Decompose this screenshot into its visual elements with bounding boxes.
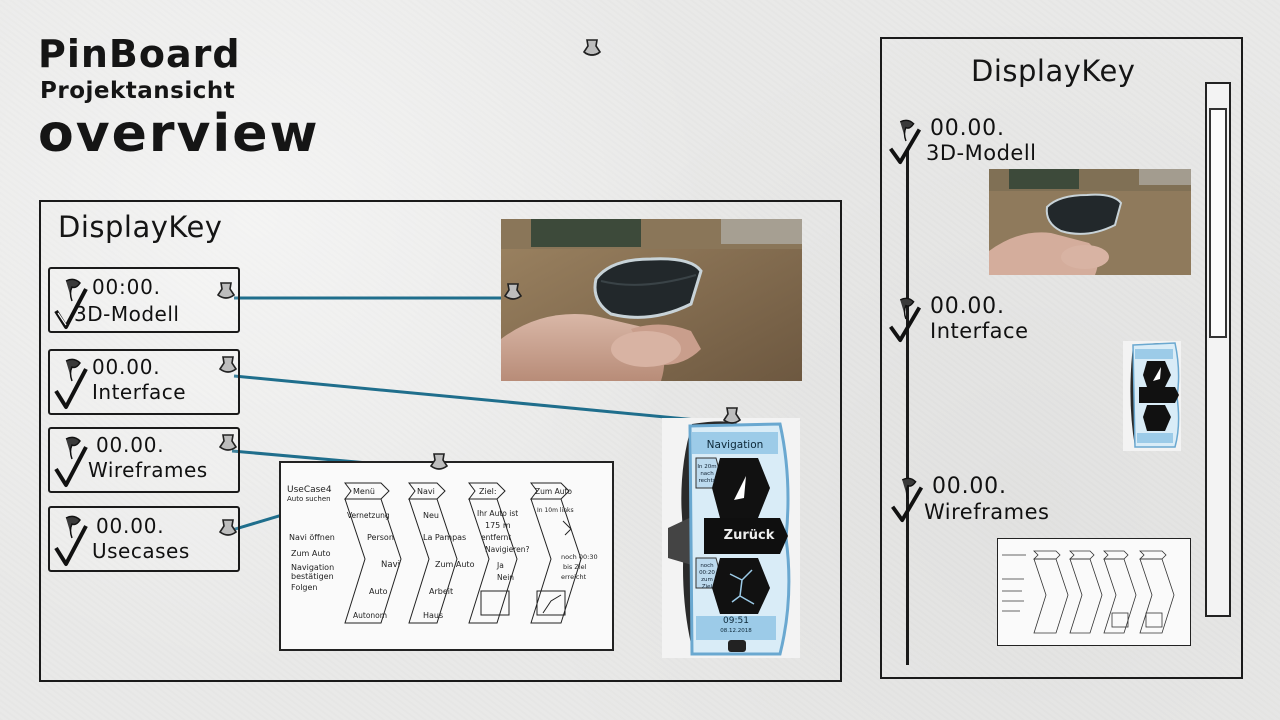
3d-model-photo bbox=[989, 169, 1191, 275]
wireframe-col-title: Ziel: bbox=[479, 487, 497, 496]
checkmark-icon bbox=[54, 358, 88, 409]
card-label: Usecases bbox=[92, 539, 190, 563]
wireframe-col-item: Navigieren? bbox=[485, 545, 530, 554]
wireframe-step: Navi öffnen bbox=[289, 533, 335, 542]
3d-model-photo bbox=[501, 219, 802, 381]
side-entry-date: 00.00. bbox=[930, 116, 1005, 141]
card-label: 3D-Modell bbox=[74, 302, 180, 326]
wireframe-col-title: Navi bbox=[417, 487, 435, 496]
wireframe-col-title: Menü bbox=[353, 487, 375, 496]
main-panel bbox=[39, 200, 842, 682]
checkmark-icon bbox=[54, 436, 88, 487]
checkmark-icon bbox=[889, 119, 922, 165]
side-entry-date: 00.00. bbox=[930, 294, 1005, 319]
side-interface-device[interactable] bbox=[1123, 341, 1181, 451]
wireframe-col-item: Ihr Auto ist bbox=[477, 509, 519, 518]
checkmark-icon bbox=[889, 297, 922, 343]
wireframe-shapes bbox=[1002, 550, 1175, 634]
photo-3d-modell[interactable] bbox=[501, 219, 802, 381]
pin-icon[interactable] bbox=[580, 38, 604, 60]
connector-interface bbox=[233, 374, 729, 425]
side-entry-date: 00.00. bbox=[932, 474, 1007, 499]
interface-device[interactable]: Navigation In 20m nach rechts Zurück noc… bbox=[662, 418, 800, 658]
wireframe-col-item: Haus bbox=[423, 611, 444, 620]
side-wireframe-sheet[interactable] bbox=[997, 538, 1191, 646]
timeline-line bbox=[906, 150, 909, 665]
side-entry-label[interactable]: Wireframes bbox=[924, 500, 1050, 524]
wireframe-col-item: Arbeit bbox=[429, 587, 454, 596]
wireframe-usecase-subtitle: Auto suchen bbox=[287, 495, 331, 503]
wireframe-col-item: La Pampas bbox=[423, 533, 467, 542]
pin-icon[interactable] bbox=[427, 452, 451, 474]
wireframe-step: Folgen bbox=[291, 583, 318, 592]
checkmark-icon bbox=[54, 515, 88, 566]
card-date: 00.00. bbox=[96, 514, 165, 538]
card-label: Interface bbox=[92, 380, 187, 404]
device-time: 09:51 bbox=[723, 616, 749, 626]
wireframe-step: Zum Auto bbox=[291, 549, 331, 558]
card-date: 00.00. bbox=[92, 355, 161, 379]
card-label: Wireframes bbox=[88, 458, 208, 482]
wireframe-col-item: Nein bbox=[497, 573, 515, 582]
side-panel-title: DisplayKey bbox=[971, 54, 1136, 88]
pin-icon[interactable] bbox=[720, 406, 744, 428]
pin-icon[interactable] bbox=[501, 282, 525, 304]
side-panel bbox=[880, 37, 1243, 679]
card-interface[interactable]: 00.00. Interface bbox=[48, 349, 240, 415]
pin-icon[interactable] bbox=[216, 518, 240, 540]
wireframe-col-item: noch 00:30 bbox=[561, 553, 598, 561]
pin-icon[interactable] bbox=[216, 355, 240, 377]
app-title: PinBoard bbox=[38, 32, 241, 76]
pin-icon[interactable] bbox=[214, 281, 238, 303]
checkmark-icon bbox=[54, 278, 88, 329]
app-subtitle: Projektansicht bbox=[40, 78, 236, 104]
wireframe-col-item: Ja bbox=[497, 561, 504, 570]
device-bottom-info: noch 00:20 zum Ziel bbox=[699, 563, 715, 590]
side-entry-label[interactable]: Interface bbox=[930, 319, 1029, 343]
device-illustration bbox=[1130, 342, 1180, 448]
checkmark-icon bbox=[891, 477, 924, 523]
wireframe-col-item: Vernetzung bbox=[347, 511, 390, 520]
view-title: overview bbox=[38, 104, 320, 164]
wireframe-step: Navigation bestätigen bbox=[291, 563, 335, 581]
device-top-info: In 20m nach rechts bbox=[697, 464, 717, 484]
pin-icon[interactable] bbox=[216, 433, 240, 455]
device-illustration bbox=[668, 421, 791, 656]
side-photo-3d-modell[interactable] bbox=[989, 169, 1191, 275]
card-usecases[interactable]: 00.00. Usecases bbox=[48, 506, 240, 572]
main-panel-title: DisplayKey bbox=[58, 210, 223, 244]
device-navigation-label: Navigation bbox=[706, 439, 764, 451]
side-entry-label[interactable]: 3D-Modell bbox=[926, 141, 1037, 165]
wireframe-sheet[interactable]: UseCase4 Auto suchen Navi öffnen Zum Aut… bbox=[279, 461, 614, 651]
card-date: 00.00. bbox=[96, 433, 165, 457]
wireframe-col-item: Neu bbox=[423, 511, 439, 520]
wireframe-col-item: entfernt bbox=[481, 533, 512, 542]
device-date: 08.12.2018 bbox=[720, 628, 752, 634]
wireframe-col-item: 175 m bbox=[485, 521, 511, 530]
wireframe-col-item: Zum Auto bbox=[435, 560, 475, 569]
wireframe-shapes bbox=[344, 482, 582, 624]
wireframe-col-item: Person bbox=[367, 533, 394, 542]
wireframe-col-title: Zum Auto bbox=[535, 487, 572, 496]
card-wireframes[interactable]: 00.00. Wireframes bbox=[48, 427, 240, 493]
wireframe-col-item: bis Ziel bbox=[563, 563, 587, 571]
wireframe-col-item: erreicht bbox=[561, 573, 587, 581]
wireframe-col-item: Autonom bbox=[353, 611, 388, 620]
wireframe-col-item: Navi bbox=[381, 560, 400, 570]
scrollbar-thumb[interactable] bbox=[1209, 108, 1227, 338]
card-3d-modell[interactable]: 00:00. 3D-Modell bbox=[48, 267, 240, 333]
device-back-label: Zurück bbox=[723, 528, 775, 543]
wireframe-col-item: Auto bbox=[369, 587, 388, 596]
wireframe-usecase-title: UseCase4 bbox=[287, 485, 332, 495]
card-date: 00:00. bbox=[92, 275, 161, 299]
wireframe-col-item: In 10m links bbox=[537, 507, 574, 514]
